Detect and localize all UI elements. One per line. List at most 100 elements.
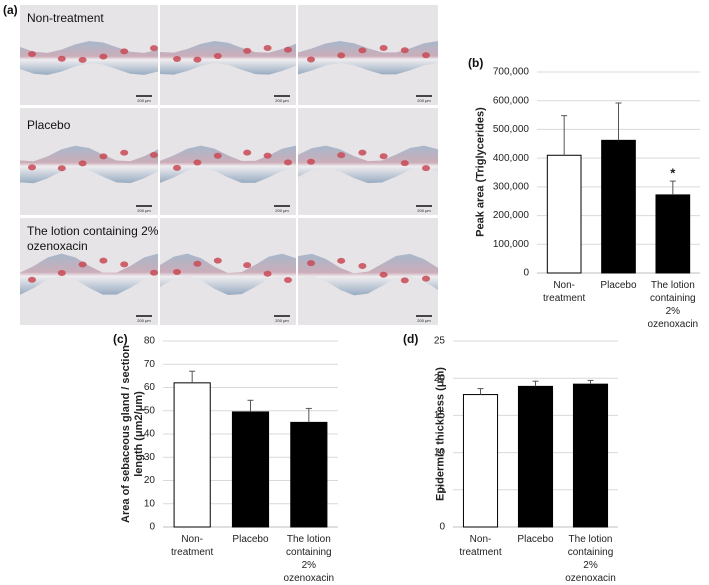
y-tick-label: 25 (434, 336, 446, 347)
panel-label: (c) (113, 332, 128, 346)
y-tick-label: 15 (434, 410, 446, 421)
gland (379, 153, 388, 160)
significance-mark: * (670, 166, 676, 181)
bar (231, 411, 270, 528)
gland (284, 159, 292, 166)
page: {"panel_a": {"label": "(a)", "rows": ["N… (3, 3, 700, 584)
y-tick-label: 80 (144, 336, 156, 347)
y-tick-label: 20 (434, 373, 446, 384)
gland (358, 47, 367, 54)
bar (572, 383, 609, 528)
scale-bar-label: 200 μm (275, 318, 289, 323)
gland (263, 152, 272, 159)
panel-label: (d) (403, 332, 419, 346)
y-tick-label: 300,000 (493, 181, 530, 192)
panel-label: (a) (3, 3, 18, 17)
gland (307, 56, 315, 63)
scale-bar-label: 200 μm (137, 98, 151, 103)
gland (337, 257, 346, 264)
gland (150, 269, 158, 276)
x-tick-label: The lotion containing 2% ozenoxacin (283, 534, 335, 584)
tissue-band (20, 145, 158, 184)
y-axis-label: Epidermis thickness (μm) (434, 367, 447, 501)
row-label: The lotion containing 2% ozenoxacin (27, 224, 159, 253)
error-bar (587, 379, 594, 385)
y-tick-label: 10 (434, 447, 446, 458)
gland (57, 270, 66, 277)
gland (99, 53, 108, 60)
x-tick-label: Non-treatment (459, 534, 502, 558)
scale-bar-label: 200 μm (417, 98, 431, 103)
gland (400, 160, 409, 167)
gland (243, 262, 252, 269)
y-tick-label: 100,000 (493, 239, 530, 250)
gland (400, 277, 409, 284)
gland (337, 152, 346, 159)
gland (193, 260, 202, 267)
histology-grid: 200 μm 200 μm 200 μm 200 μm 200 μm 200 μm 200 … (20, 5, 438, 325)
gland (337, 52, 346, 59)
y-tick-label: 0 (523, 268, 529, 279)
error-bar (561, 115, 568, 156)
error-bar (189, 370, 196, 383)
tissue-band (160, 41, 296, 75)
scale-bar-label: 200 μm (275, 208, 289, 213)
gland (150, 45, 158, 52)
gland (78, 160, 87, 167)
gland (57, 165, 66, 172)
scale-bar-label: 200 μm (137, 208, 151, 213)
error-bar (247, 399, 254, 412)
tissue-band (298, 41, 438, 75)
gland (358, 149, 367, 156)
x-tick-label: Placebo (232, 534, 269, 545)
y-tick-label: 400,000 (493, 153, 530, 164)
bar (546, 154, 582, 274)
gland (400, 47, 409, 54)
y-tick-label: 5 (439, 484, 445, 495)
gland (173, 269, 181, 276)
gland (120, 48, 129, 55)
gland (422, 275, 430, 282)
y-tick-label: 30 (144, 452, 156, 463)
bar (173, 382, 211, 528)
gland (307, 158, 315, 165)
x-tick-label: Non-treatment (543, 280, 586, 304)
x-tick-label: The lotion containing 2% ozenoxacin (647, 280, 699, 330)
gland (213, 257, 222, 264)
figure: 200 μm 200 μm 200 μm 200 μm 200 μm 200 μm 200 … (20, 5, 700, 533)
y-tick-label: 60 (144, 382, 156, 393)
gland (284, 46, 292, 53)
gland (28, 276, 36, 283)
y-tick-label: 40 (144, 429, 156, 440)
scale-bar-label: 200 μm (417, 318, 431, 323)
gland (243, 149, 252, 156)
gland (379, 271, 388, 278)
gland (379, 45, 388, 52)
panel-label: (b) (468, 56, 484, 70)
gland (173, 56, 181, 63)
gland (78, 56, 87, 63)
gland (173, 164, 181, 171)
bar (290, 421, 328, 528)
gland (358, 262, 367, 269)
gland (213, 152, 222, 159)
y-tick-label: 20 (144, 475, 156, 486)
error-bar (532, 380, 539, 387)
gland (307, 260, 315, 267)
x-tick-label: Placebo (517, 534, 554, 545)
y-tick-label: 10 (144, 498, 156, 509)
y-tick-label: 0 (439, 522, 445, 533)
gland (284, 277, 292, 284)
y-tick-label: 500,000 (493, 124, 530, 135)
error-bar (477, 388, 484, 395)
y-axis-label: Area of sebaceous gland / section length… (120, 345, 145, 523)
gland (150, 151, 158, 158)
x-tick-label: The lotion containing 2% ozenoxacin (565, 534, 616, 584)
error-bar (305, 407, 312, 423)
gland (193, 56, 202, 63)
gland (28, 164, 36, 171)
bar (601, 139, 636, 274)
gland (78, 261, 87, 268)
gland (422, 52, 430, 59)
gland (28, 51, 36, 57)
